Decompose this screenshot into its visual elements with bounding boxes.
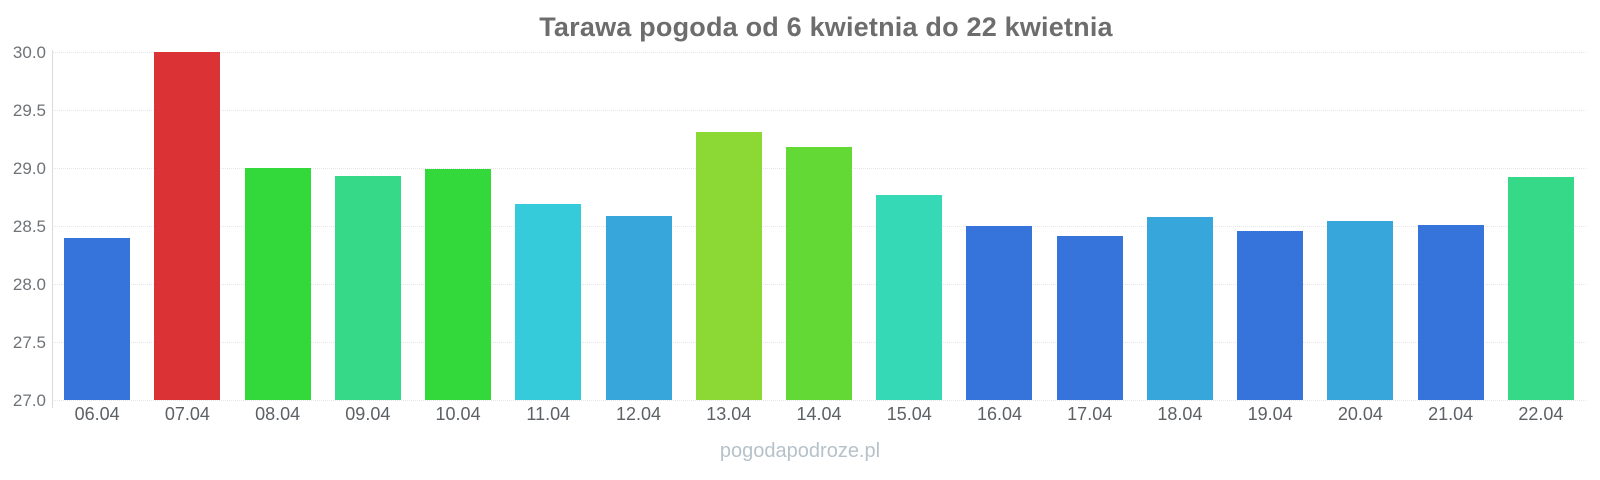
x-tick-label: 10.04 xyxy=(435,404,481,424)
x-tick-label: 12.04 xyxy=(616,404,662,424)
bar-slot xyxy=(954,52,1044,400)
x-tick-label: 14.04 xyxy=(796,404,842,424)
watermark-text: pogodapodroze.pl xyxy=(719,440,881,462)
bar-07.04[interactable] xyxy=(154,52,221,400)
x-tick-label: 22.04 xyxy=(1518,404,1564,424)
y-tick-label: 28.5 xyxy=(12,217,46,236)
bar-22.04[interactable] xyxy=(1507,177,1574,400)
x-tick-label: 15.04 xyxy=(886,404,932,424)
bar-slot xyxy=(1225,52,1315,400)
bar-slot xyxy=(1315,52,1405,400)
bar-13.04[interactable] xyxy=(695,132,762,400)
gridline xyxy=(52,400,1586,401)
bar-slot xyxy=(1496,52,1586,400)
x-tick-label: 21.04 xyxy=(1428,404,1474,424)
bar-11.04[interactable] xyxy=(515,203,582,400)
bar-15.04[interactable] xyxy=(876,194,943,400)
bar-slot xyxy=(774,52,864,400)
x-tick-label: 11.04 xyxy=(526,404,571,424)
bar-20.04[interactable] xyxy=(1327,221,1394,400)
bar-06.04[interactable] xyxy=(64,237,131,400)
y-tick-label: 28.0 xyxy=(12,275,46,294)
bar-17.04[interactable] xyxy=(1056,236,1123,400)
x-tick-label: 17.04 xyxy=(1067,404,1113,424)
bar-slot xyxy=(142,52,232,400)
bar-09.04[interactable] xyxy=(334,176,401,400)
bar-slot xyxy=(413,52,503,400)
y-tick-label: 27.0 xyxy=(12,391,46,410)
bar-slot xyxy=(52,52,142,400)
x-tick-label: 09.04 xyxy=(345,404,391,424)
y-axis-line xyxy=(52,50,53,408)
gridline xyxy=(52,52,1586,53)
x-tick-label: 18.04 xyxy=(1157,404,1203,424)
bar-slot xyxy=(684,52,774,400)
x-tick-label: 20.04 xyxy=(1337,404,1383,424)
x-tick-label: 06.04 xyxy=(74,404,120,424)
y-tick-label: 29.5 xyxy=(12,101,46,120)
bar-slot xyxy=(1406,52,1496,400)
x-tick-label: 07.04 xyxy=(164,404,210,424)
bar-slot xyxy=(1135,52,1225,400)
bar-slot xyxy=(1045,52,1135,400)
x-tick-label: 16.04 xyxy=(976,404,1022,424)
y-tick-label: 30.0 xyxy=(12,43,46,62)
bar-slot xyxy=(864,52,954,400)
x-tick-label: 08.04 xyxy=(255,404,301,424)
bar-12.04[interactable] xyxy=(605,215,672,400)
bar-10.04[interactable] xyxy=(425,169,492,400)
bar-14.04[interactable] xyxy=(785,147,852,400)
bar-21.04[interactable] xyxy=(1417,224,1484,400)
bar-08.04[interactable] xyxy=(244,168,311,400)
bar-slot xyxy=(503,52,593,400)
x-tick-label: 19.04 xyxy=(1247,404,1293,424)
gridline xyxy=(52,110,1586,111)
chart-title: Tarawa pogoda od 6 kwietnia do 22 kwietn… xyxy=(539,12,1113,42)
plot-area xyxy=(52,52,1586,401)
bar-slot xyxy=(593,52,683,400)
bar-18.04[interactable] xyxy=(1146,216,1213,400)
bar-16.04[interactable] xyxy=(966,226,1033,400)
x-tick-label: 13.04 xyxy=(706,404,752,424)
bar-19.04[interactable] xyxy=(1237,230,1304,400)
bars xyxy=(52,52,1586,400)
y-tick-label: 27.5 xyxy=(12,333,46,352)
bar-slot xyxy=(323,52,413,400)
bar-slot xyxy=(232,52,322,400)
y-tick-label: 29.0 xyxy=(12,159,46,178)
x-axis-tick-labels: 06.04 07.04 08.04 09.04 10.04 11.04 12.04 13.04… xyxy=(52,404,1586,425)
